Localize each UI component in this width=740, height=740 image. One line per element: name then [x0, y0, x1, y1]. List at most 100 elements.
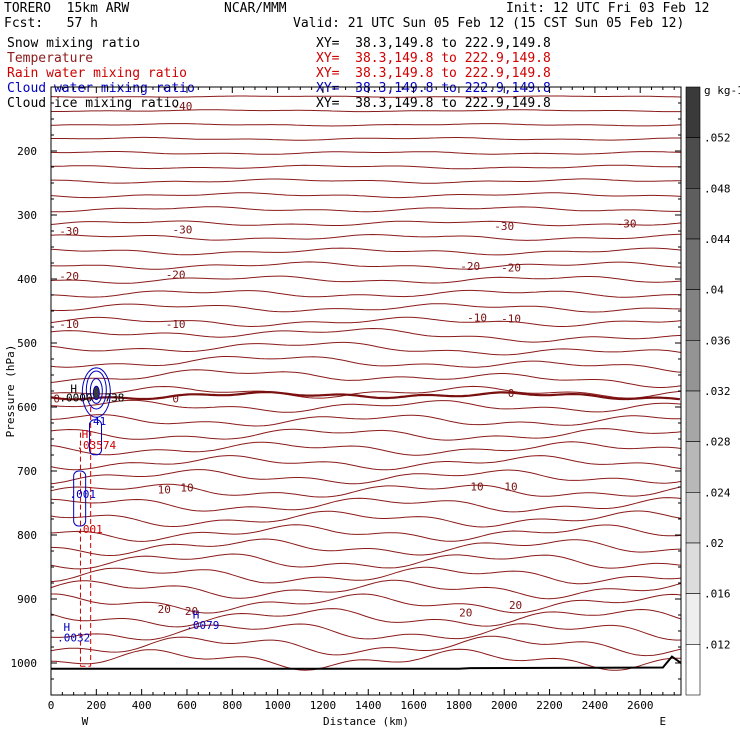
colorbar-segment: [685, 593, 701, 645]
extremum-label: .001: [76, 523, 103, 536]
extremum-label: H: [70, 382, 77, 395]
isotherm-value-label: -10: [166, 318, 186, 331]
extremum-label: H: [193, 608, 200, 621]
isotherm-line: [50, 538, 682, 557]
isotherm-line: [50, 608, 682, 628]
colorbar-segment: [685, 238, 701, 290]
isotherm-value-label: -10: [467, 311, 487, 324]
isotherm-line: [50, 341, 682, 356]
colorbar-tick-label: .024: [704, 486, 731, 499]
field-temperature-name: Temperature: [7, 51, 94, 66]
cloud-water-contour: [81, 367, 111, 418]
isotherm-line: [51, 206, 681, 213]
isotherm-value-label: 0: [508, 387, 515, 400]
isotherm-line: [50, 123, 682, 127]
terrain-line: [51, 655, 682, 670]
isotherm-line: [50, 385, 682, 399]
isotherm-value-label: 20: [185, 605, 198, 618]
temperature-contours: [50, 95, 682, 671]
y-tick-label: 200: [17, 145, 37, 158]
extremum-label: .001: [69, 488, 96, 501]
colorbar-segment: [685, 542, 701, 594]
isotherm-value-label: -10: [59, 318, 79, 331]
colorbar-segment: [685, 390, 701, 442]
isotherm-value-label: -30: [617, 217, 637, 230]
isotherm-line: [50, 399, 682, 413]
extremum-label: .0079: [186, 619, 219, 632]
isotherm-line: [50, 327, 682, 343]
isotherm-value-label: 10: [470, 480, 483, 493]
y-tick-label: 700: [17, 465, 37, 478]
cloud-water-contour: [85, 370, 107, 410]
colorbar-tick-label: .012: [704, 638, 731, 651]
isotherm-line: [50, 316, 682, 328]
forecast-hour: Fcst: 57 h: [4, 16, 98, 31]
field-snow-xy: XY= 38.3,149.8 to 222.9,149.8: [316, 36, 551, 51]
x-tick-label: 2200: [536, 699, 563, 712]
isotherm-line: [50, 369, 682, 388]
colorbar-segment: [685, 644, 701, 696]
isotherm-line: [50, 497, 682, 513]
x-tick-label: 1200: [310, 699, 337, 712]
isotherm-line: [50, 261, 682, 270]
isotherm-value-label: -20: [59, 270, 79, 283]
isotherm-value-label: 0: [53, 393, 60, 406]
isotherm-line: [50, 428, 682, 441]
x-tick-label: 600: [177, 699, 197, 712]
isotherm-value-label: 0: [172, 393, 179, 406]
x-tick-label: 200: [86, 699, 106, 712]
x-tick-label: 2600: [627, 699, 654, 712]
isotherm-line: [50, 648, 682, 671]
cloud-water-contour: [92, 385, 100, 401]
colorbar-segment: [685, 492, 701, 544]
isotherm-value-label: -20: [501, 261, 521, 274]
extremum-label: .0032: [57, 631, 90, 644]
isotherm-line: [51, 593, 682, 614]
isotherm-line: [50, 566, 682, 585]
y-tick-label: 300: [17, 209, 37, 222]
isotherm-line: [50, 553, 682, 570]
isotherm-value-label: -10: [501, 313, 521, 326]
isotherm-line: [50, 469, 682, 485]
isotherm-line: [50, 414, 681, 427]
extremum-label: H: [64, 621, 71, 634]
extremum-label: H: [82, 428, 89, 441]
x-tick-label: 400: [132, 699, 152, 712]
cloud-water-contour: [73, 470, 87, 527]
colorbar-segment: [685, 188, 701, 240]
isotherm-value-label: -20: [460, 260, 480, 273]
field-cloudice-xy: XY= 38.3,149.8 to 222.9,149.8: [316, 96, 551, 111]
y-tick-label: 600: [17, 401, 37, 414]
x-tick-label: 2000: [491, 699, 518, 712]
colorbar-tick-label: .04: [704, 284, 724, 297]
isotherm-line: [50, 164, 681, 170]
colorbar-tick-label: .048: [704, 182, 731, 195]
field-cloudice-name: Cloud ice mixing ratio: [7, 96, 180, 111]
x-axis-label: Distance (km): [323, 715, 409, 728]
y-tick-label: 500: [17, 337, 37, 350]
y-axis-label: Pressure (hPa): [4, 345, 17, 438]
isotherm-line: [50, 483, 682, 498]
east-end-label: E: [660, 715, 667, 728]
isotherm-value-label: 20: [459, 606, 472, 619]
isotherm-line: [50, 579, 682, 600]
colorbar-segment: [685, 289, 701, 341]
isotherm-line: [50, 192, 682, 199]
colorbar: .052 .048 .044 .04 .036 .032 .028 .024 .02 .016 .0…: [685, 84, 740, 696]
colorbar-unit: g kg-1: [704, 84, 740, 97]
isotherm-line: [51, 136, 681, 141]
x-tick-label: 1400: [355, 699, 382, 712]
isotherm-line: [51, 178, 681, 184]
field-snow-name: Snow mixing ratio: [7, 36, 141, 51]
isotherm-line: [50, 151, 682, 155]
colorbar-tick-label: .016: [704, 588, 731, 601]
y-tick-label: 1000: [11, 657, 38, 670]
colorbar-tick-label: .044: [704, 233, 731, 246]
x-tick-label: 1000: [264, 699, 291, 712]
x-tick-label: 1800: [446, 699, 473, 712]
colorbar-tick-label: .036: [704, 334, 731, 347]
isotherm-line: [50, 275, 682, 284]
valid-time: Valid: 21 UTC Sun 05 Feb 12 (15 CST Sun …: [293, 16, 685, 31]
extremum-label: .03574: [76, 439, 116, 452]
extremum-label: 738: [105, 391, 125, 404]
